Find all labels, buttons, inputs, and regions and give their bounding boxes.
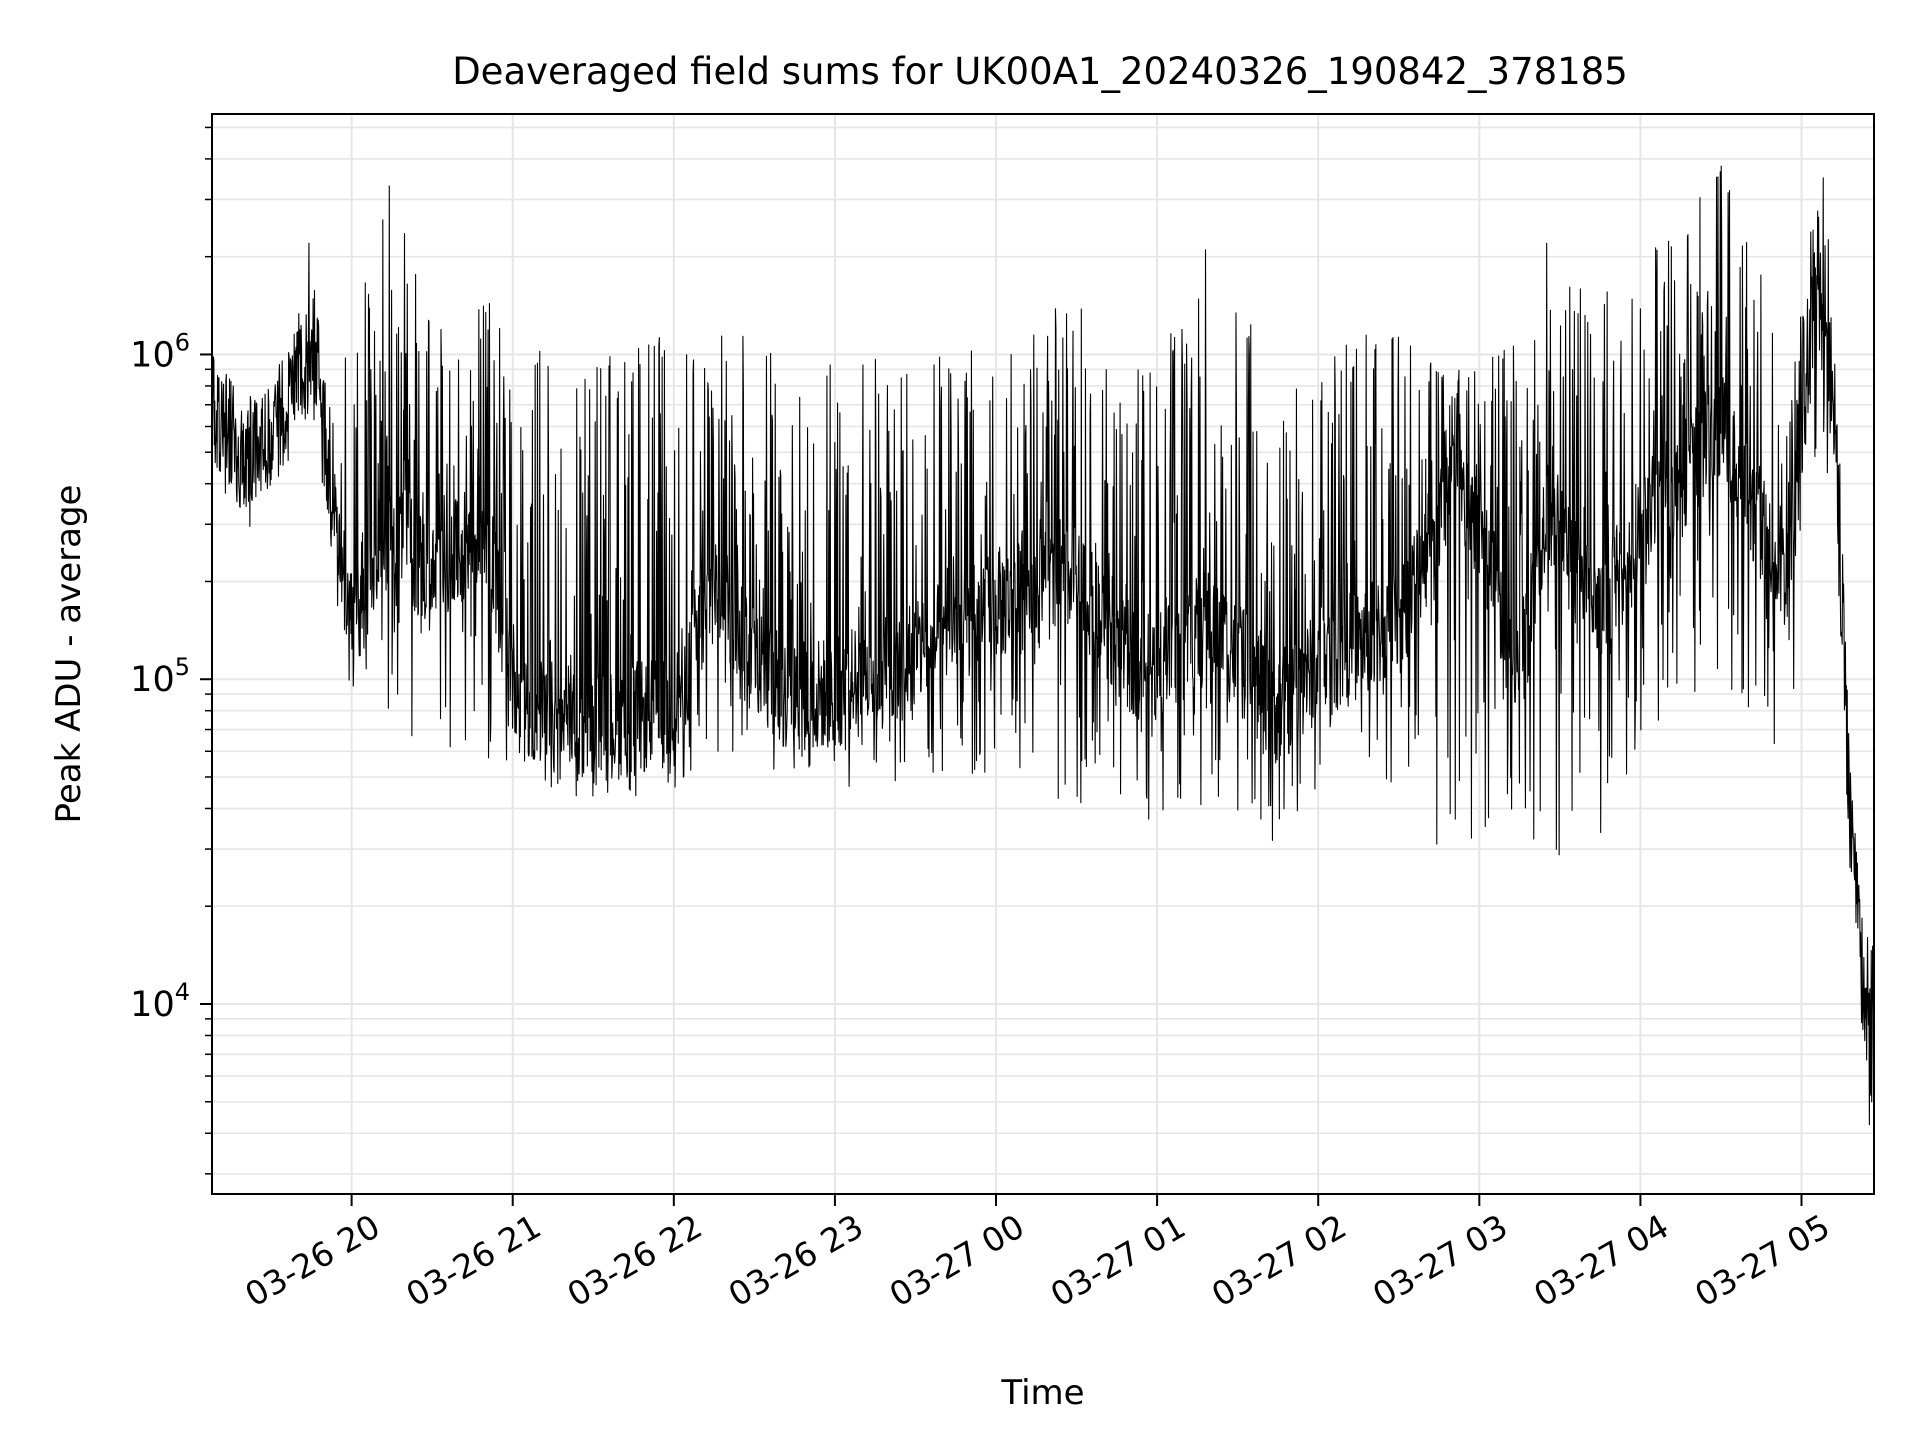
plot-series-group (211, 165, 1875, 1134)
y-tick-label: 105 (130, 653, 190, 700)
y-axis-ticks: 104 105 106 (130, 126, 212, 1175)
plot-frame (211, 113, 1875, 1195)
x-axis-label: Time (1000, 1373, 1084, 1413)
y-tick-label: 106 (130, 328, 190, 375)
grid-lines (212, 114, 1874, 1194)
chart-title: Deaveraged field sums for UK00A1_2024032… (452, 50, 1628, 93)
y-tick-label: 104 (130, 978, 190, 1025)
y-axis-label: Peak ADU - average (49, 485, 89, 824)
series-line (211, 165, 1875, 1134)
